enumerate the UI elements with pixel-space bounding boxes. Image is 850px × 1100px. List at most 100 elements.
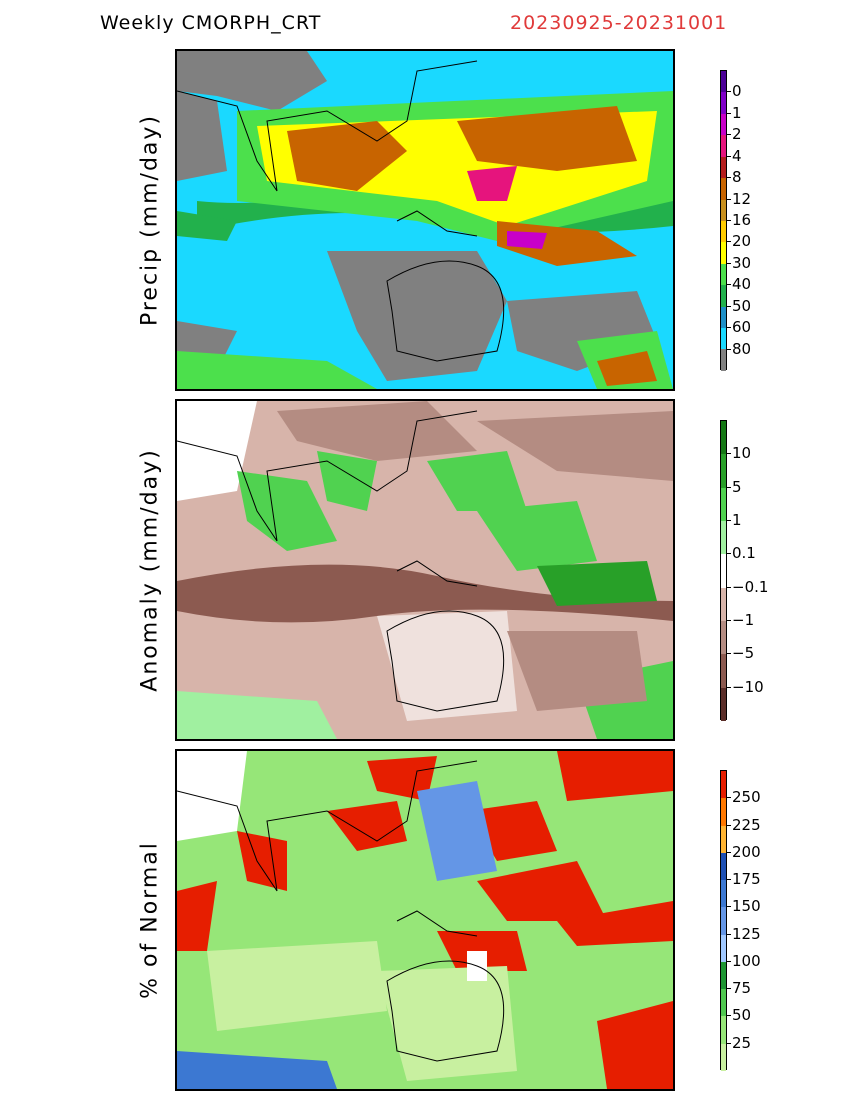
colorbar-segment — [721, 587, 726, 621]
colorbar-tick-label: 60 — [732, 318, 752, 337]
colorbar-tick-label: 4 — [732, 146, 742, 165]
colorbar-segment — [721, 687, 726, 721]
colorbar-segment — [721, 554, 726, 588]
colorbar-segment — [721, 113, 726, 136]
colorbar-tick-mark — [727, 933, 731, 935]
colorbar-tick-label: 40 — [732, 275, 752, 294]
colorbar-tick-mark — [727, 177, 731, 179]
colorbar-tick-mark — [727, 262, 731, 264]
colorbar-segment — [721, 285, 726, 307]
pct-normal-colorbar — [720, 770, 727, 1071]
colorbar-tick-label: 2 — [732, 125, 742, 144]
colorbar-segment — [721, 349, 726, 371]
colorbar-segment — [721, 620, 726, 655]
map-title: Weekly CMORPH_CRT — [100, 12, 322, 34]
colorbar-segment — [721, 798, 726, 826]
colorbar-tick-mark — [727, 906, 731, 908]
colorbar-tick-label: 125 — [732, 924, 761, 943]
colorbar-segment — [721, 771, 726, 799]
colorbar-tick-mark — [727, 327, 731, 329]
colorbar-tick-label: 100 — [732, 951, 761, 970]
colorbar-tick-mark — [727, 586, 731, 588]
colorbar-tick-mark — [727, 879, 731, 881]
colorbar-tick-label: −5 — [732, 644, 755, 663]
colorbar-tick-mark — [727, 653, 731, 655]
colorbar-tick-mark — [727, 220, 731, 221]
colorbar-segment — [721, 520, 726, 555]
colorbar-segment — [721, 156, 726, 179]
colorbar-tick-mark — [727, 155, 731, 157]
date-range: 20230925-20231001 — [510, 12, 728, 34]
colorbar-tick-label: 50 — [732, 1006, 752, 1025]
colorbar-tick-mark — [727, 960, 731, 962]
colorbar-segment — [721, 825, 726, 853]
colorbar-tick-mark — [727, 305, 731, 307]
colorbar-segment — [721, 421, 726, 455]
colorbar-tick-label: 16 — [732, 211, 752, 229]
colorbar-tick-label: 175 — [732, 870, 761, 889]
colorbar-tick-mark — [727, 797, 731, 799]
colorbar-tick-mark — [727, 112, 731, 114]
colorbar-tick-mark — [727, 620, 731, 621]
colorbar-tick-mark — [727, 91, 731, 93]
colorbar-segment — [721, 306, 726, 329]
precip-map — [175, 49, 675, 391]
colorbar-tick-label: 150 — [732, 897, 761, 916]
colorbar-tick-label: −1 — [732, 611, 755, 629]
colorbar-tick-label: −10 — [732, 677, 764, 696]
colorbar-tick-mark — [727, 553, 731, 555]
colorbar-tick-mark — [727, 348, 731, 350]
pct-normal-map — [175, 749, 675, 1091]
colorbar-tick-label: 0.1 — [732, 544, 756, 563]
colorbar-tick-label: 0 — [732, 82, 742, 101]
colorbar-tick-mark — [727, 1015, 731, 1017]
colorbar-tick-mark — [727, 851, 731, 853]
colorbar-tick-mark — [727, 134, 731, 136]
colorbar-segment — [721, 328, 726, 350]
colorbar-segment — [721, 220, 726, 243]
colorbar-tick-label: 10 — [732, 444, 752, 463]
colorbar-tick-label: 80 — [732, 339, 752, 358]
colorbar-segment — [721, 199, 726, 221]
colorbar-tick-label: 8 — [732, 168, 742, 187]
colorbar-segment — [721, 1043, 726, 1071]
colorbar-tick-mark — [727, 453, 731, 455]
colorbar-segment — [721, 242, 726, 264]
colorbar-tick-label: 1 — [732, 103, 742, 122]
colorbar-tick-mark — [727, 198, 731, 200]
colorbar-tick-mark — [727, 824, 731, 826]
colorbar-tick-mark — [727, 486, 731, 488]
colorbar-tick-label: 12 — [732, 189, 752, 208]
colorbar-tick-mark — [727, 241, 731, 243]
colorbar-tick-mark — [727, 686, 731, 688]
colorbar-segment — [721, 135, 726, 157]
colorbar-tick-mark — [727, 284, 731, 286]
colorbar-tick-mark — [727, 988, 731, 990]
anomaly-colorbar — [720, 420, 727, 721]
colorbar-segment — [721, 454, 726, 488]
colorbar-tick-label: 50 — [732, 296, 752, 315]
colorbar-tick-label: 200 — [732, 842, 761, 861]
colorbar-tick-mark — [727, 1042, 731, 1044]
colorbar-segment — [721, 487, 726, 521]
colorbar-segment — [721, 852, 726, 881]
anomaly-map — [175, 399, 675, 741]
colorbar-segment — [721, 654, 726, 688]
colorbar-segment — [721, 989, 726, 1017]
colorbar-segment — [721, 934, 726, 962]
colorbar-segment — [721, 1016, 726, 1044]
colorbar-tick-mark — [727, 520, 731, 521]
colorbar-segment — [721, 961, 726, 990]
colorbar-tick-label: 20 — [732, 232, 752, 251]
precip-colorbar — [720, 70, 727, 371]
colorbar-tick-label: 75 — [732, 979, 752, 998]
colorbar-segment — [721, 880, 726, 908]
colorbar-segment — [721, 178, 726, 200]
colorbar-segment — [721, 263, 726, 286]
colorbar-tick-label: 25 — [732, 1033, 752, 1052]
colorbar-segment — [721, 907, 726, 935]
colorbar-tick-label: −0.1 — [732, 577, 769, 596]
colorbar-tick-label: 1 — [732, 511, 742, 529]
colorbar-tick-label: 250 — [732, 788, 761, 807]
colorbar-tick-label: 225 — [732, 815, 761, 834]
